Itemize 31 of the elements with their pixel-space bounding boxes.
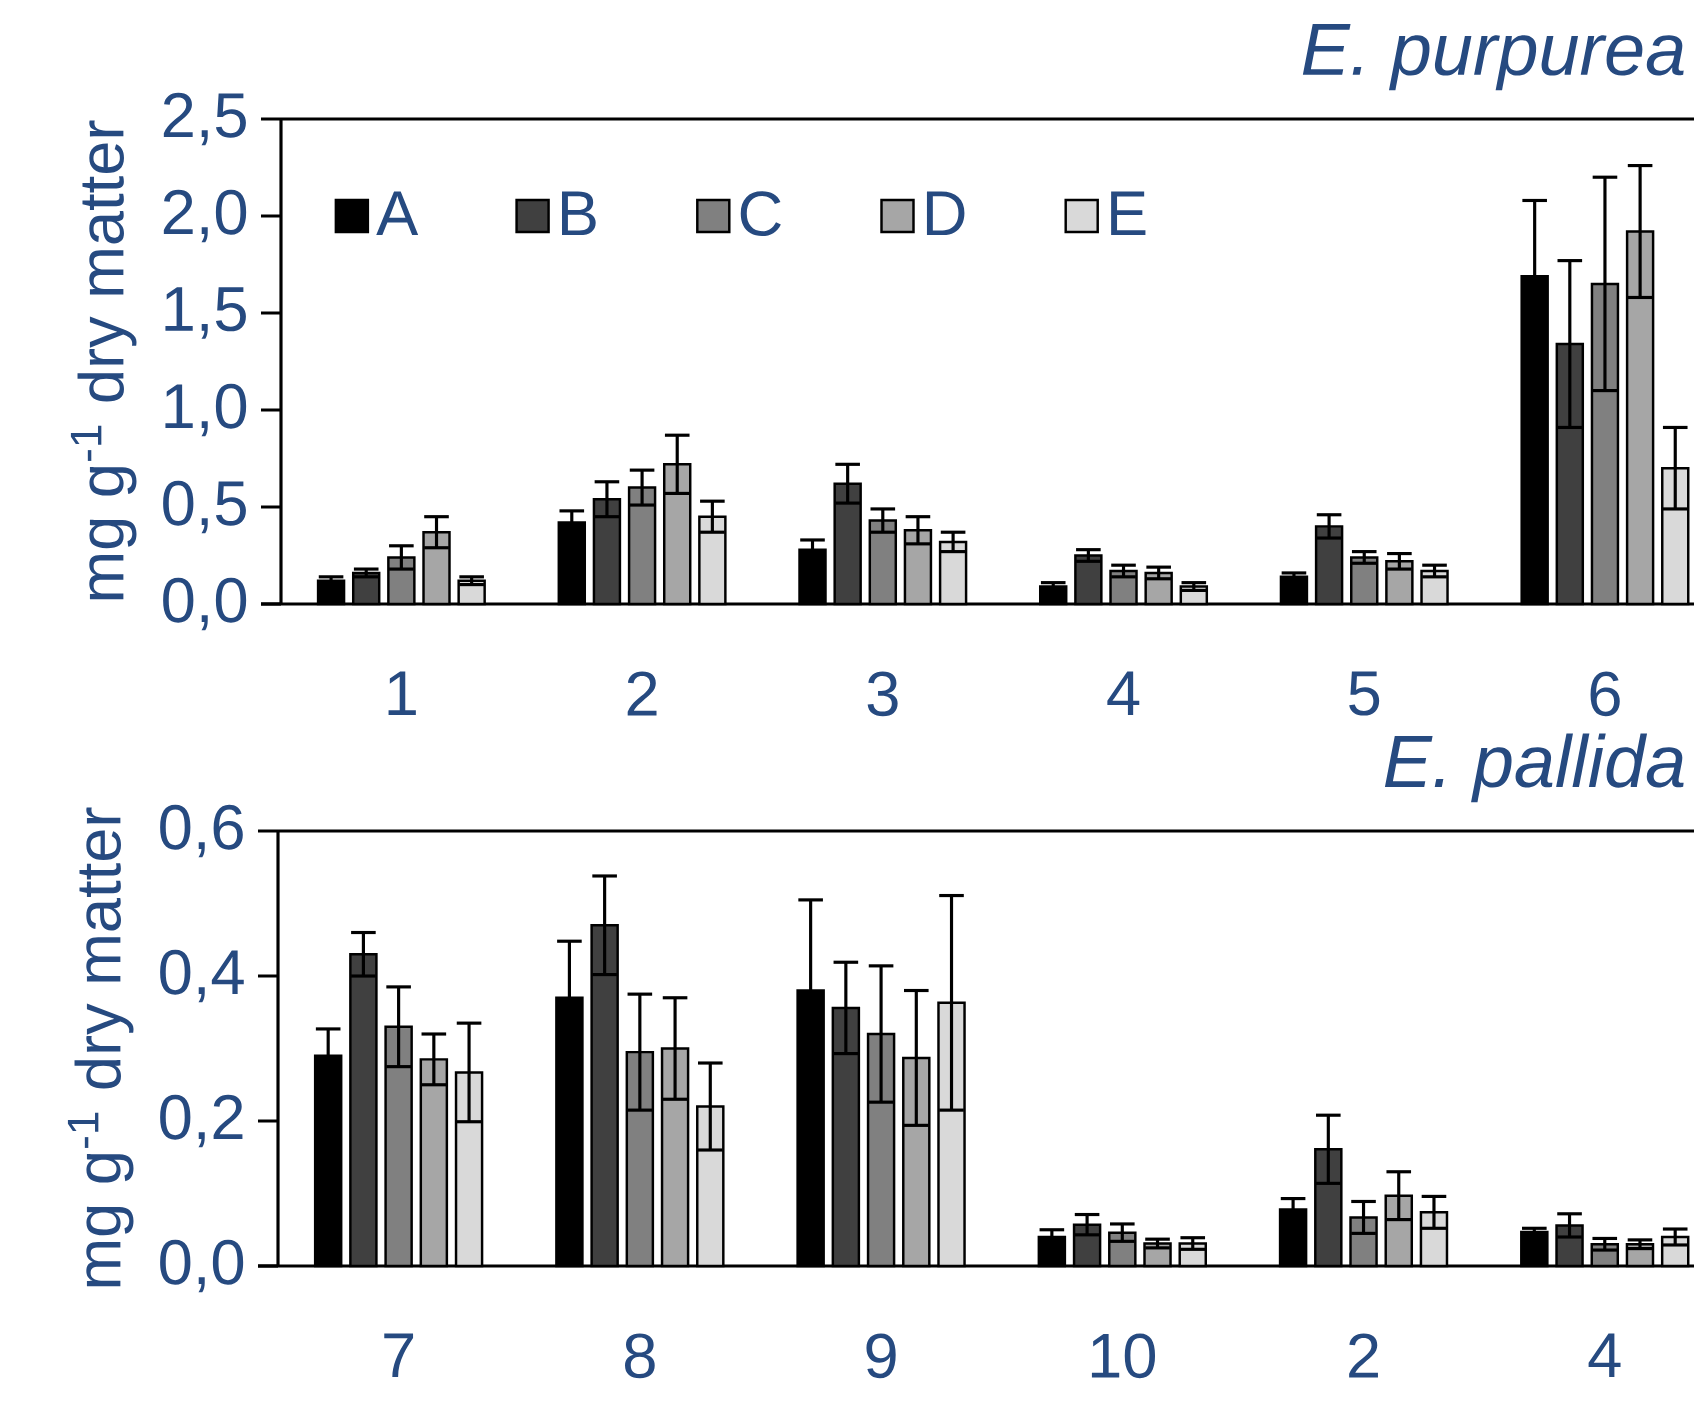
y-tick-label: 0,0 [160, 1239, 244, 1293]
x-tick-label: 2 [627, 671, 657, 716]
x-tick-label: 7 [384, 1333, 414, 1377]
y-axis-title: mg g$^{-1}$ dry matter [67, 807, 134, 1287]
x-tick-label: 6 [1590, 671, 1620, 717]
chart-title: E. purpurea [1302, 24, 1684, 91]
y-tick-label: 2,5 [163, 92, 246, 146]
y-tick-label: 0,0 [163, 577, 247, 631]
x-tick-label: 4 [1588, 1333, 1621, 1377]
x-tick-label: 4 [1107, 671, 1140, 715]
x-tick-label: 10 [1091, 1333, 1156, 1379]
x-tick-label: 3 [867, 671, 898, 717]
y-axis-title: mg g$^{-1}$ dry matter [70, 120, 137, 600]
y-tick-label: 1,0 [165, 383, 247, 437]
y-tick-label: 0,5 [163, 480, 246, 534]
x-tick-label: 1 [388, 671, 416, 715]
y-tick-label: 0,6 [160, 804, 243, 858]
chart-title: E. pallida [1384, 733, 1684, 803]
legend-label: B [562, 191, 596, 236]
x-tick-label: 9 [866, 1333, 896, 1379]
legend-label: A [376, 191, 419, 236]
x-tick-label: 2 [1349, 1333, 1378, 1378]
y-tick-label: 2,0 [163, 189, 247, 243]
legend-label: D [926, 191, 965, 236]
y-tick-label: 0,4 [160, 949, 244, 1003]
y-tick-label: 0,2 [160, 1094, 243, 1148]
y-tick-label: 1,5 [165, 287, 246, 339]
legend-label: E [1111, 191, 1146, 236]
x-tick-label: 5 [1349, 671, 1380, 716]
legend-label: C [740, 191, 781, 237]
x-tick-label: 8 [625, 1333, 655, 1379]
